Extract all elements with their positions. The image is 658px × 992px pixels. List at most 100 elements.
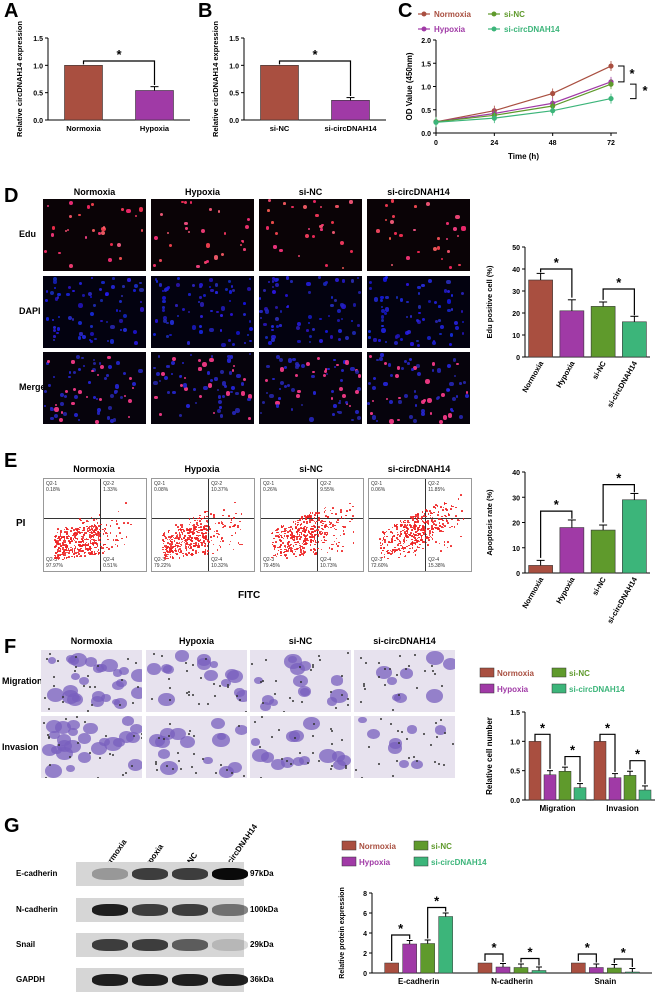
nucleus bbox=[312, 235, 315, 238]
event-dot bbox=[418, 529, 420, 531]
nucleus bbox=[163, 319, 167, 323]
nucleus bbox=[286, 276, 290, 280]
nucleus bbox=[275, 317, 279, 321]
nucleus bbox=[263, 289, 266, 292]
pore bbox=[112, 754, 114, 756]
nucleus bbox=[249, 340, 252, 343]
nucleus bbox=[99, 362, 101, 364]
nucleus bbox=[209, 208, 212, 211]
nucleus bbox=[192, 284, 195, 287]
event-dot bbox=[205, 549, 207, 551]
event-dot bbox=[205, 532, 207, 534]
event-dot bbox=[104, 528, 106, 530]
event-dot bbox=[66, 533, 68, 535]
nucleus bbox=[139, 207, 143, 211]
column-label: si-circDNAH14 bbox=[387, 187, 450, 197]
event-dot bbox=[124, 544, 126, 546]
event-dot bbox=[287, 537, 289, 539]
pore bbox=[283, 711, 285, 712]
pore bbox=[254, 721, 256, 723]
event-dot bbox=[425, 521, 427, 523]
nucleus bbox=[82, 335, 86, 339]
pore bbox=[97, 777, 99, 778]
event-dot bbox=[333, 544, 335, 546]
nucleus bbox=[398, 400, 401, 403]
event-dot bbox=[427, 528, 429, 530]
nucleus bbox=[380, 299, 383, 302]
event-dot bbox=[214, 531, 216, 533]
cell bbox=[211, 718, 225, 729]
event-dot bbox=[299, 519, 301, 521]
event-dot bbox=[326, 534, 328, 536]
event-dot bbox=[349, 503, 351, 505]
event-dot bbox=[297, 524, 299, 526]
nucleus bbox=[128, 416, 130, 418]
event-dot bbox=[325, 507, 327, 509]
event-dot bbox=[459, 520, 461, 522]
x-tick-label: 0 bbox=[434, 140, 438, 147]
event-dot bbox=[320, 521, 322, 523]
pore bbox=[169, 723, 171, 725]
event-dot bbox=[64, 552, 66, 554]
nucleus bbox=[373, 338, 376, 341]
nucleus bbox=[417, 344, 420, 347]
event-dot bbox=[77, 538, 79, 540]
event-dot bbox=[108, 548, 110, 550]
nucleus bbox=[447, 299, 451, 303]
event-dot bbox=[324, 521, 326, 523]
micrograph-merge bbox=[43, 352, 146, 424]
nucleus bbox=[55, 404, 57, 406]
nucleus bbox=[388, 363, 391, 366]
column-label: Hypoxia bbox=[184, 464, 219, 474]
event-dot bbox=[284, 554, 286, 556]
event-dot bbox=[437, 514, 439, 516]
nucleus bbox=[172, 357, 176, 361]
event-dot bbox=[192, 540, 194, 542]
event-dot bbox=[171, 550, 173, 552]
legend-swatch bbox=[414, 841, 428, 850]
nucleus bbox=[202, 362, 206, 366]
event-dot bbox=[403, 539, 405, 541]
event-dot bbox=[83, 529, 85, 531]
event-dot bbox=[400, 553, 402, 555]
cell bbox=[62, 690, 80, 704]
y-tick-label: 0.0 bbox=[33, 118, 43, 125]
nucleus bbox=[430, 412, 433, 415]
event-dot bbox=[415, 550, 417, 552]
nucleus bbox=[206, 243, 210, 247]
event-dot bbox=[113, 539, 115, 541]
pore bbox=[408, 665, 410, 667]
nucleus bbox=[159, 380, 161, 382]
event-dot bbox=[230, 541, 232, 543]
pore bbox=[62, 701, 64, 703]
event-dot bbox=[75, 538, 77, 540]
cell bbox=[130, 724, 142, 734]
cell bbox=[66, 765, 75, 772]
nucleus bbox=[199, 325, 203, 329]
nucleus bbox=[123, 328, 127, 332]
event-dot bbox=[286, 550, 288, 552]
nucleus bbox=[379, 357, 383, 361]
event-dot bbox=[335, 513, 337, 515]
event-dot bbox=[387, 544, 389, 546]
event-dot bbox=[333, 535, 335, 537]
pore bbox=[49, 653, 51, 655]
event-dot bbox=[107, 539, 109, 541]
event-dot bbox=[392, 527, 394, 529]
micrograph-dapi bbox=[43, 276, 146, 348]
pore bbox=[341, 739, 343, 741]
event-dot bbox=[221, 522, 223, 524]
event-dot bbox=[71, 540, 73, 542]
significance-star: * bbox=[398, 921, 404, 936]
event-dot bbox=[57, 532, 59, 534]
pore bbox=[168, 735, 170, 737]
event-dot bbox=[408, 545, 410, 547]
significance-star: * bbox=[116, 47, 122, 62]
nucleus bbox=[437, 368, 441, 372]
cell bbox=[101, 659, 118, 673]
nucleus bbox=[91, 277, 94, 280]
event-dot bbox=[78, 544, 80, 546]
nucleus bbox=[456, 363, 459, 366]
nucleus bbox=[410, 315, 412, 317]
